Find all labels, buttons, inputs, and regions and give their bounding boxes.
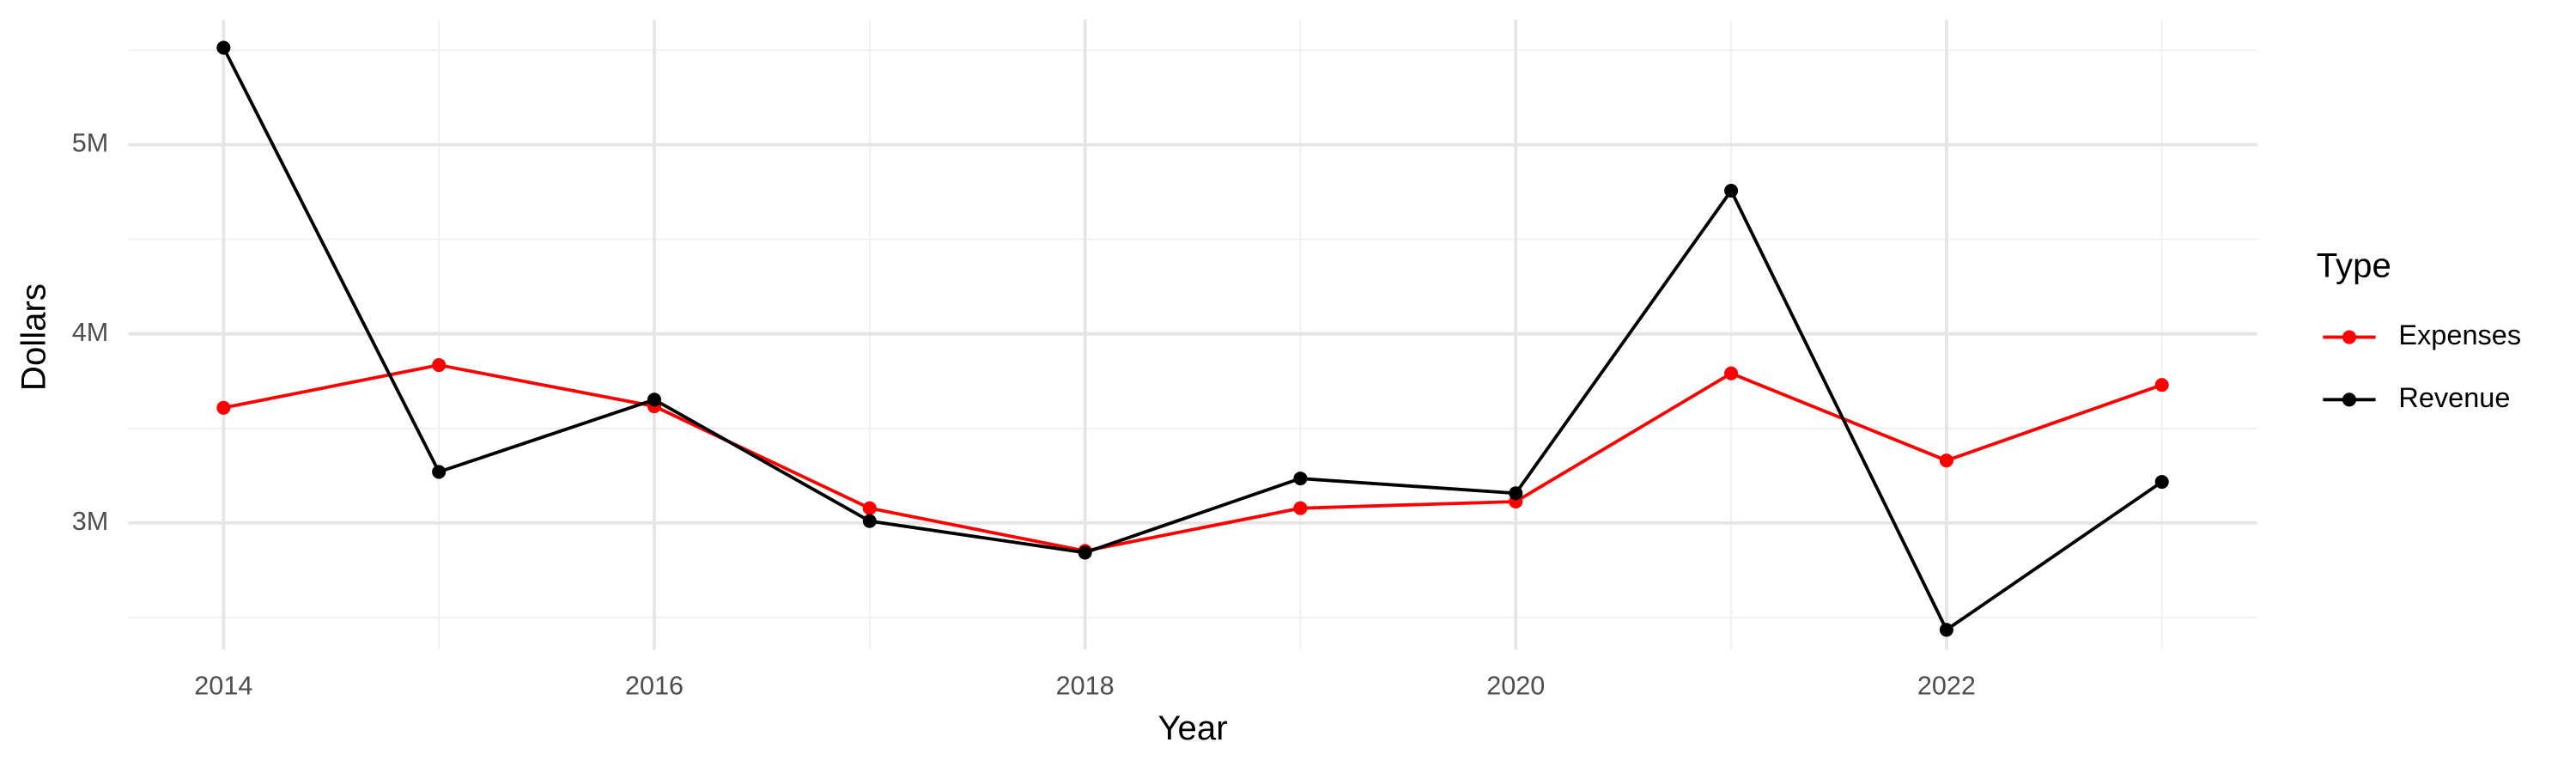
data-point: [2154, 378, 2169, 393]
data-point: [1293, 472, 1308, 486]
x-tick-label: 2014: [194, 672, 252, 701]
data-point: [1509, 486, 1523, 501]
data-point: [1724, 183, 1739, 198]
data-point: [1078, 545, 1092, 560]
legend-label: Expenses: [2398, 320, 2521, 350]
data-point: [216, 400, 231, 415]
legend-key-point: [2342, 330, 2357, 344]
x-tick-label: 2016: [625, 672, 683, 701]
data-point: [1293, 501, 1308, 515]
x-tick-label: 2020: [1486, 672, 1545, 701]
series-line: [222, 363, 2163, 553]
data-point: [1939, 453, 1953, 468]
y-tick-label: 4M: [72, 318, 109, 347]
legend-label: Revenue: [2398, 382, 2510, 413]
data-point: [647, 393, 662, 407]
x-axis-title: Year: [1157, 709, 1227, 747]
legend-key-point: [2342, 393, 2357, 407]
legend-title: Type: [2317, 247, 2391, 285]
data-point: [432, 465, 447, 479]
y-axis-title: Dollars: [15, 283, 53, 391]
data-point: [216, 40, 231, 55]
data-point: [862, 501, 877, 515]
data-point: [862, 514, 877, 528]
grid: [128, 19, 2257, 650]
y-tick-label: 5M: [72, 129, 109, 158]
x-tick-label: 2022: [1917, 672, 1976, 701]
data-point: [1939, 623, 1953, 637]
x-tick-label: 2018: [1056, 672, 1115, 701]
y-tick-label: 3M: [72, 507, 109, 536]
series-line: [222, 46, 2163, 633]
data-point: [1724, 366, 1739, 380]
marks: [216, 40, 2169, 637]
data-point: [2154, 475, 2169, 490]
data-point: [432, 357, 447, 373]
